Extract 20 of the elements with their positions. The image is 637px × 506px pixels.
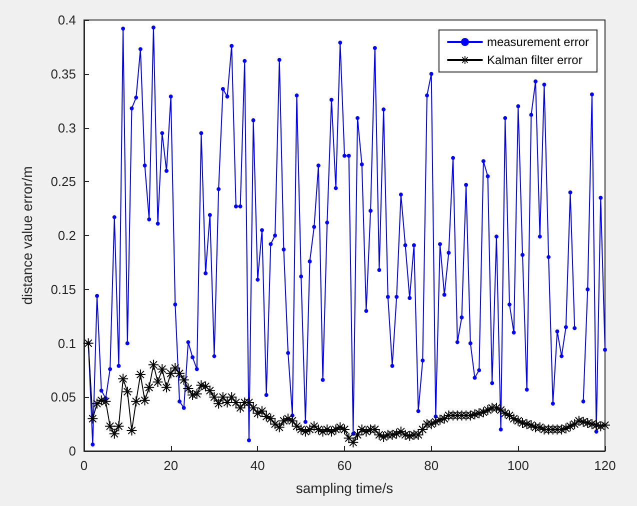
- y-tick-label: 0.25: [50, 174, 76, 190]
- y-axis-title: distance value error/m: [19, 166, 35, 305]
- y-tick-label: 0.4: [58, 12, 76, 28]
- y-tick-label: 0: [68, 444, 76, 458]
- y-tick-label: 0.3: [58, 120, 76, 136]
- x-tick-label: 40: [250, 458, 265, 473]
- x-tick-label: 20: [164, 458, 178, 473]
- x-tick-label: 120: [594, 458, 616, 473]
- legend-label: Kalman filter error: [486, 53, 582, 67]
- y-tick-label: 0.05: [50, 390, 76, 405]
- y-tick-label: 0.15: [50, 282, 76, 297]
- x-tick-label: 0: [80, 458, 88, 473]
- x-tick-label: 60: [337, 458, 352, 473]
- x-tick-label: 100: [507, 458, 530, 473]
- y-tick-label: 0.35: [50, 66, 76, 82]
- y-tick-label: 0.2: [58, 228, 76, 243]
- y-tick-label: 0.1: [58, 336, 76, 351]
- x-axis-title: sampling time/s: [296, 480, 394, 496]
- x-tick-label: 80: [424, 458, 439, 473]
- legend-label: measurement error: [486, 35, 590, 49]
